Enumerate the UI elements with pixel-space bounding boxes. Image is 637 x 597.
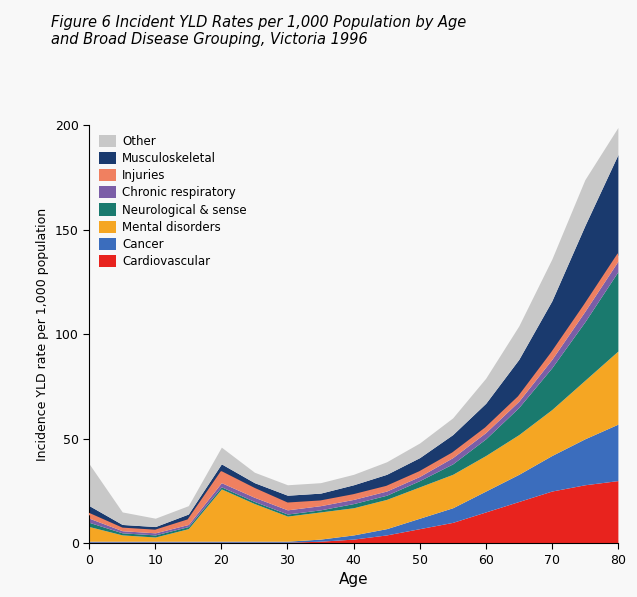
X-axis label: Age: Age bbox=[339, 573, 368, 587]
Text: Figure 6 Incident YLD Rates per 1,000 Population by Age
and Broad Disease Groupi: Figure 6 Incident YLD Rates per 1,000 Po… bbox=[51, 15, 466, 47]
Y-axis label: Incidence YLD rate per 1,000 population: Incidence YLD rate per 1,000 population bbox=[36, 208, 49, 461]
Legend: Other, Musculoskeletal, Injuries, Chronic respiratory, Neurological & sense, Men: Other, Musculoskeletal, Injuries, Chroni… bbox=[95, 131, 250, 272]
